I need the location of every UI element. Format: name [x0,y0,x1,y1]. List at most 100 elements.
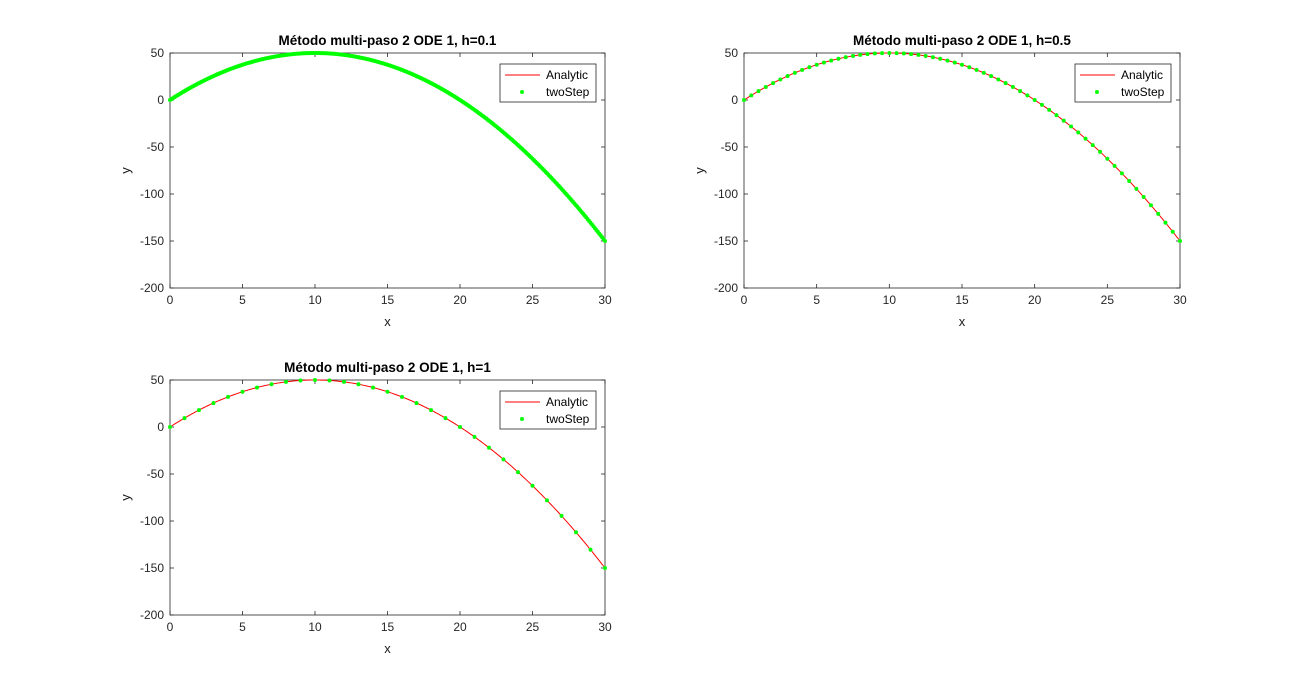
data-point [996,77,1001,82]
legend-swatch-marker [520,90,524,94]
x-tick-label: 5 [813,293,820,307]
data-point [952,60,957,65]
data-point [240,389,245,394]
data-point [566,194,571,199]
data-point [771,81,776,86]
data-point [587,218,592,223]
data-point [1039,102,1044,107]
data-point [981,70,986,75]
data-point [1105,156,1110,161]
x-tick-label: 5 [239,620,246,634]
data-point [829,58,834,63]
data-point [562,190,567,195]
data-point [1047,107,1052,112]
data-point [1083,136,1088,141]
data-point [1090,143,1095,148]
data-point [313,378,317,382]
data-point [1032,98,1037,102]
data-point [1141,194,1146,199]
data-point [584,215,589,220]
data-point [571,199,576,204]
data-point [1054,113,1059,118]
y-axis-label: y [118,494,133,501]
y-tick-label: 0 [731,93,738,107]
x-axis-label: x [384,314,391,329]
y-tick-label: -100 [140,187,164,201]
x-tick-label: 10 [308,620,322,634]
data-point [792,70,797,75]
y-tick-label: 0 [157,420,164,434]
data-point [588,220,593,225]
data-point [356,382,361,387]
data-point [516,470,520,475]
data-point [1098,149,1103,154]
y-tick-label: 50 [725,46,739,60]
data-point [582,213,587,218]
data-point [1003,81,1008,86]
data-point [226,394,230,399]
x-tick-label: 15 [955,293,969,307]
data-point [578,208,583,213]
data-point [563,191,568,196]
data-point [1127,178,1132,183]
data-point [800,67,805,72]
data-point [574,203,578,208]
subplot-3: Método multi-paso 2 ODE 1, h=1 0 5 10 15 20 25… [118,360,612,656]
y-tick-label: -200 [140,281,164,295]
legend: Analytic twoStep [499,63,597,103]
data-point [579,210,584,215]
data-point [1178,239,1182,243]
y-tick-label: -200 [140,608,164,622]
legend-entry-label: twoStep [1121,85,1165,99]
legend-entry-label: Analytic [546,395,588,409]
data-point [967,65,972,70]
data-point [588,547,593,552]
data-point [574,530,578,535]
data-point [1025,93,1030,98]
data-point [742,98,746,102]
legend-entry-label: twoStep [546,85,590,99]
data-point [1076,130,1081,135]
data-point [592,226,597,231]
data-point [555,182,560,187]
data-point [938,56,943,61]
data-point [458,425,462,429]
data-point [923,53,928,58]
y-tick-label: 50 [151,46,165,60]
data-point [1010,84,1015,89]
x-tick-label: 15 [381,293,395,307]
data-point [581,211,586,216]
data-point [872,51,877,56]
x-axis-label: x [384,641,391,656]
data-point [556,183,561,188]
data-point [565,193,570,198]
data-point [569,198,574,203]
y-tick-label: -150 [714,234,738,248]
y-axis-label: y [692,167,707,174]
data-point [1163,220,1168,225]
data-point [472,434,477,439]
legend: Analytic twoStep [499,390,597,430]
data-point [821,60,826,65]
x-tick-label: 20 [453,620,467,634]
data-point [909,52,914,57]
data-point [1018,89,1023,94]
data-point [603,566,607,570]
data-point [756,89,761,94]
data-point [916,52,921,57]
data-point [960,62,964,67]
data-point [553,180,558,185]
x-tick-label: 5 [239,293,246,307]
data-point [836,56,841,61]
data-point [1119,171,1124,176]
x-tick-label: 25 [526,620,540,634]
data-point [600,235,605,240]
y-tick-label: -50 [147,467,165,481]
data-point [1156,211,1161,216]
data-point [443,416,448,421]
data-point [814,62,819,67]
legend-swatch-marker [520,417,524,421]
data-point [749,93,754,98]
y-tick-label: -200 [714,281,738,295]
series-markers-twostep [742,51,1182,243]
